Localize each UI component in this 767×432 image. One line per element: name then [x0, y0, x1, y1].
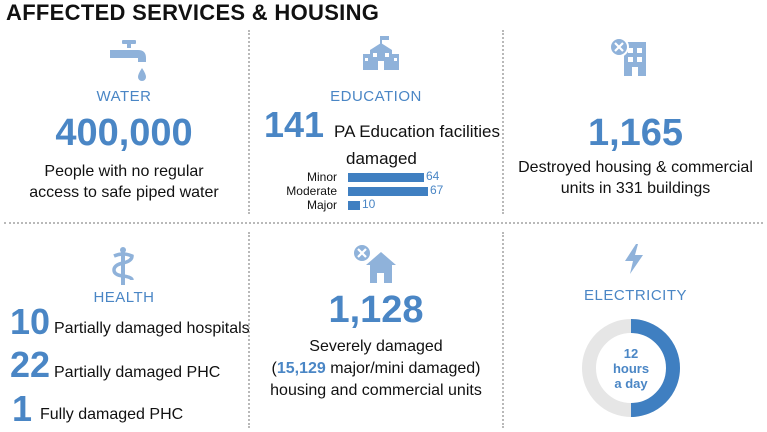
lightning-icon	[625, 244, 643, 274]
severe-line2-post: major/mini damaged)	[325, 360, 481, 377]
health-value-hospitals: 10	[10, 301, 51, 342]
divider-vertical	[248, 232, 250, 428]
bar-label-major: Major	[306, 198, 337, 212]
water-value: 400,000	[55, 112, 193, 154]
electricity-hours: 12	[623, 346, 639, 361]
destroyed-building-icon	[609, 37, 646, 76]
severe-line3: housing and commercial units	[270, 382, 482, 399]
divider-vertical	[502, 232, 504, 428]
education-label: EDUCATION	[330, 88, 422, 105]
divider-horizontal	[4, 222, 763, 224]
severe-line1: Severely damaged	[309, 338, 443, 355]
severe-line2: (15,129 major/mini damaged)	[250, 358, 502, 379]
electricity-center-text: 12 hours a day	[581, 346, 681, 391]
health-value-phc-full: 1	[12, 388, 33, 429]
bar-major	[348, 201, 360, 210]
severe-value: 1,128	[328, 289, 424, 331]
destroyed-value: 1,165	[587, 112, 684, 154]
divider-vertical	[502, 30, 504, 214]
water-line1: People with no regular	[44, 163, 204, 180]
education-line1: PA Education facilities	[334, 122, 500, 141]
water-line2: access to safe piped water	[29, 184, 219, 201]
health-label: HEALTH	[93, 289, 155, 306]
education-line2: damaged	[346, 149, 417, 168]
donut-fill-arc	[630, 319, 680, 417]
bar-value-minor: 64	[426, 169, 440, 183]
health-value-phc-partial: 22	[10, 344, 51, 385]
health-text-hospitals: Partially damaged hospitals	[54, 320, 250, 337]
electricity-unit: hours	[612, 361, 650, 376]
destroyed-line1: Destroyed housing & commercial	[518, 159, 753, 176]
divider-vertical	[248, 30, 250, 214]
damaged-house-icon	[352, 243, 396, 283]
bar-label-minor: Minor	[306, 170, 337, 184]
page-title: AFFECTED SERVICES & HOUSING	[6, 0, 380, 25]
education-value: 141	[264, 104, 325, 145]
bar-value-moderate: 67	[430, 183, 444, 197]
health-text-phc-full: Fully damaged PHC	[40, 406, 184, 423]
caduceus-icon	[112, 247, 134, 285]
school-icon	[363, 36, 399, 70]
destroyed-line2: units in 331 buildings	[560, 180, 711, 197]
electricity-per: a day	[614, 376, 648, 391]
health-text-phc-partial: Partially damaged PHC	[54, 364, 221, 381]
bar-moderate	[348, 187, 428, 196]
electricity-label: ELECTRICITY	[583, 287, 687, 304]
bar-value-major: 10	[362, 197, 376, 211]
bar-minor	[348, 173, 424, 182]
severe-line2-pre: (	[271, 360, 277, 377]
faucet-icon	[110, 40, 146, 81]
electricity-donut	[582, 319, 680, 417]
bar-label-moderate: Moderate	[286, 184, 337, 198]
water-label: WATER	[96, 88, 152, 105]
severe-line2-number: 15,129	[276, 360, 326, 377]
